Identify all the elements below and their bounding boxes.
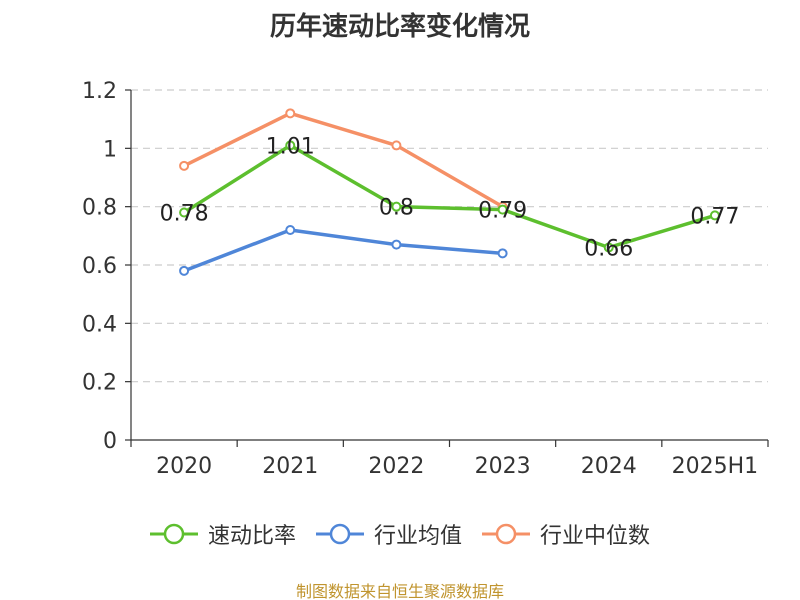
data-label: 0.78 — [160, 202, 209, 227]
data-point — [391, 239, 402, 250]
data-point — [391, 140, 402, 151]
legend-item-industry-mean[interactable]: 行业均值 — [315, 518, 462, 550]
data-label: 0.79 — [478, 199, 527, 224]
legend-line-icon — [315, 523, 364, 545]
data-label: 1.01 — [266, 134, 315, 159]
x-tick-label: 2021 — [262, 454, 318, 479]
chart-title: 历年速动比率变化情况 — [269, 12, 530, 42]
legend-item-industry-median[interactable]: 行业中位数 — [482, 518, 650, 550]
source-note: 制图数据来自恒生聚源数据库 — [295, 582, 504, 600]
y-tick-label: 1 — [103, 137, 117, 162]
y-tick-label: 1.2 — [82, 79, 117, 104]
y-tick-label: 0 — [103, 429, 117, 454]
data-point — [285, 108, 296, 119]
data-label: 0.8 — [379, 196, 414, 221]
legend: 速动比率 行业均值 行业中位数 — [0, 518, 800, 550]
data-point — [285, 140, 296, 151]
legend-item-quick-ratio[interactable]: 速动比率 — [149, 518, 296, 550]
series-line — [183, 143, 716, 250]
data-point — [285, 225, 296, 235]
legend-label: 行业均值 — [373, 524, 462, 549]
legend-line-icon — [482, 523, 530, 545]
data-point — [179, 160, 190, 171]
legend-label: 速动比率 — [207, 524, 296, 549]
data-point — [391, 201, 402, 212]
data-point — [179, 207, 190, 218]
legend-line-icon — [149, 523, 198, 545]
data-point — [709, 210, 720, 221]
x-tick-label: 2024 — [581, 454, 637, 479]
series-line — [183, 111, 504, 209]
legend-label: 行业中位数 — [540, 524, 651, 549]
data-label: 0.66 — [584, 237, 633, 262]
y-tick-label: 0.6 — [82, 254, 117, 279]
data-label: 0.77 — [690, 204, 739, 229]
data-point — [497, 204, 508, 215]
data-point — [497, 248, 508, 259]
data-point — [603, 242, 614, 253]
series-line — [183, 228, 503, 273]
y-tick-label: 0.8 — [82, 196, 117, 221]
x-tick-label: 2025H1 — [672, 454, 759, 479]
data-point — [179, 265, 190, 276]
x-tick-label: 2020 — [156, 454, 212, 479]
x-tick-label: 2022 — [368, 454, 424, 479]
x-tick-label: 2023 — [475, 454, 531, 479]
y-tick-label: 0.2 — [82, 371, 117, 396]
y-tick-label: 0.4 — [82, 312, 117, 337]
